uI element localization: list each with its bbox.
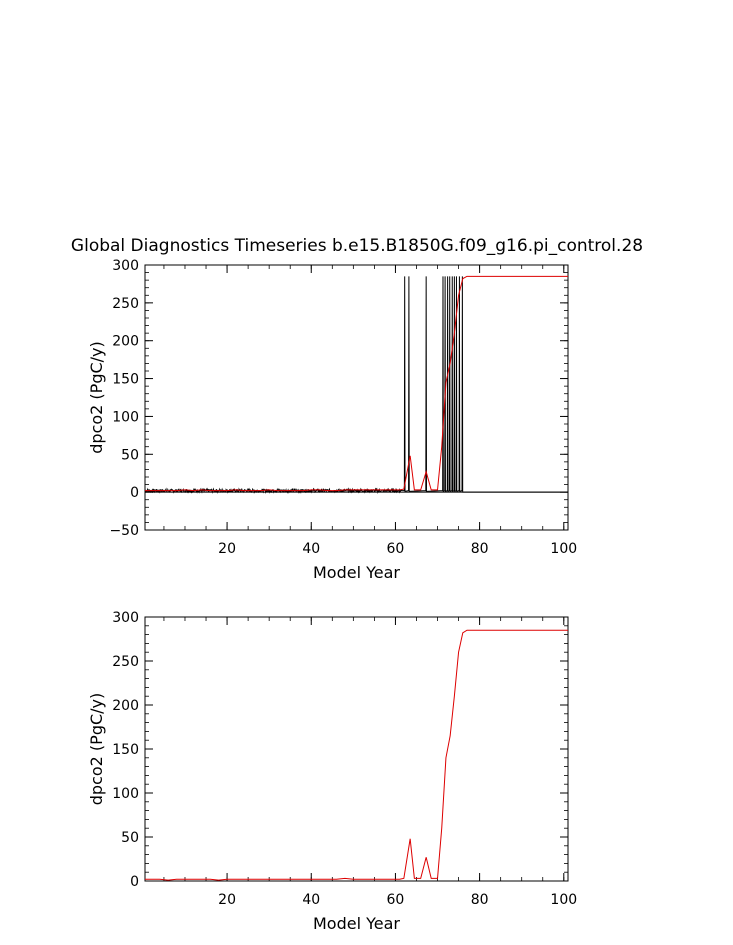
x-tick-label: 20	[218, 541, 236, 557]
top-panel: 20 40 60 80 100 −50 0 50 100 150 200 250 300 Model Ye…	[87, 258, 577, 582]
y-tick-label: 0	[130, 485, 139, 501]
y-tick-label: −50	[109, 523, 139, 539]
y-tick-label: 300	[112, 258, 139, 274]
y-tick-label: 50	[121, 447, 139, 463]
y-tick-label: 100	[112, 409, 139, 425]
y-tick-label: 200	[112, 698, 139, 714]
x-tick-label: 80	[471, 892, 489, 908]
bottom-panel: 20 40 60 80 100 0 50 100 150 200 250 300 Model Year d…	[87, 610, 577, 933]
y-tick-label: 200	[112, 334, 139, 350]
plot-area	[145, 275, 568, 495]
y-tick-label: 250	[112, 654, 139, 670]
y-axis-label: dpco2 (PgC/y)	[87, 693, 106, 805]
y-tick-label: 100	[112, 786, 139, 802]
x-axis-label: Model Year	[313, 914, 400, 933]
chart-title: Global Diagnostics Timeseries b.e15.B185…	[71, 236, 643, 256]
series-line-black	[145, 276, 568, 495]
x-tick-label: 100	[550, 541, 577, 557]
plot-frame	[144, 264, 569, 531]
x-tick-label: 60	[387, 892, 405, 908]
x-tick-label: 80	[471, 541, 489, 557]
series-line-red	[145, 629, 568, 881]
series-line-red	[145, 275, 568, 492]
y-tick-label: 0	[130, 874, 139, 890]
y-tick-label: 150	[112, 372, 139, 388]
x-tick-label: 40	[302, 541, 320, 557]
y-tick-label: 300	[112, 610, 139, 626]
y-tick-label: 150	[112, 742, 139, 758]
x-tick-label: 20	[218, 892, 236, 908]
x-tick-label: 100	[550, 892, 577, 908]
x-tick-label: 40	[302, 892, 320, 908]
x-axis-label: Model Year	[313, 563, 400, 582]
y-tick-label: 50	[121, 830, 139, 846]
y-tick-label: 250	[112, 296, 139, 312]
x-tick-label: 60	[387, 541, 405, 557]
y-axis-label: dpco2 (PgC/y)	[87, 341, 106, 453]
plot-frame	[144, 616, 569, 882]
plot-area	[145, 629, 568, 881]
